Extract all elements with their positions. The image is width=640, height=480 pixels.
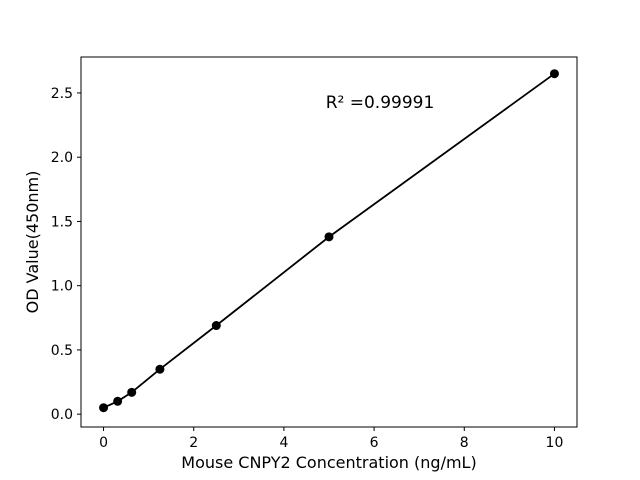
data-point-marker bbox=[99, 403, 109, 413]
x-tick-label: 4 bbox=[279, 435, 288, 451]
y-tick-label: 1.5 bbox=[51, 214, 73, 230]
data-point-marker bbox=[127, 387, 137, 397]
x-tick-label: 0 bbox=[99, 435, 108, 451]
plot-frame bbox=[80, 56, 578, 428]
x-tick-label: 10 bbox=[546, 435, 564, 451]
x-tick-label: 6 bbox=[370, 435, 379, 451]
data-point-marker bbox=[549, 69, 559, 79]
data-series bbox=[99, 69, 559, 413]
y-tick-label: 2.5 bbox=[51, 86, 73, 102]
data-point-marker bbox=[113, 396, 123, 406]
y-axis-label: OD Value(450nm) bbox=[23, 171, 42, 314]
y-tick-label: 1.0 bbox=[51, 279, 73, 295]
y-tick-label: 2.0 bbox=[51, 150, 73, 166]
r-squared-annotation: R² =0.99991 bbox=[326, 93, 435, 113]
y-tick-label: 0.5 bbox=[51, 343, 73, 359]
x-axis-ticks: 0 2 4 6 8 10 bbox=[99, 427, 563, 451]
x-tick-label: 8 bbox=[460, 435, 469, 451]
data-point-marker bbox=[324, 232, 334, 242]
y-axis-ticks: 0.0 0.5 1.0 1.5 2.0 2.5 bbox=[51, 86, 81, 423]
x-tick-label: 2 bbox=[189, 435, 198, 451]
data-point-marker bbox=[211, 321, 221, 331]
data-point-marker bbox=[155, 364, 165, 374]
x-axis-label: Mouse CNPY2 Concentration (ng/mL) bbox=[181, 453, 476, 472]
y-tick-label: 0.0 bbox=[51, 407, 73, 423]
